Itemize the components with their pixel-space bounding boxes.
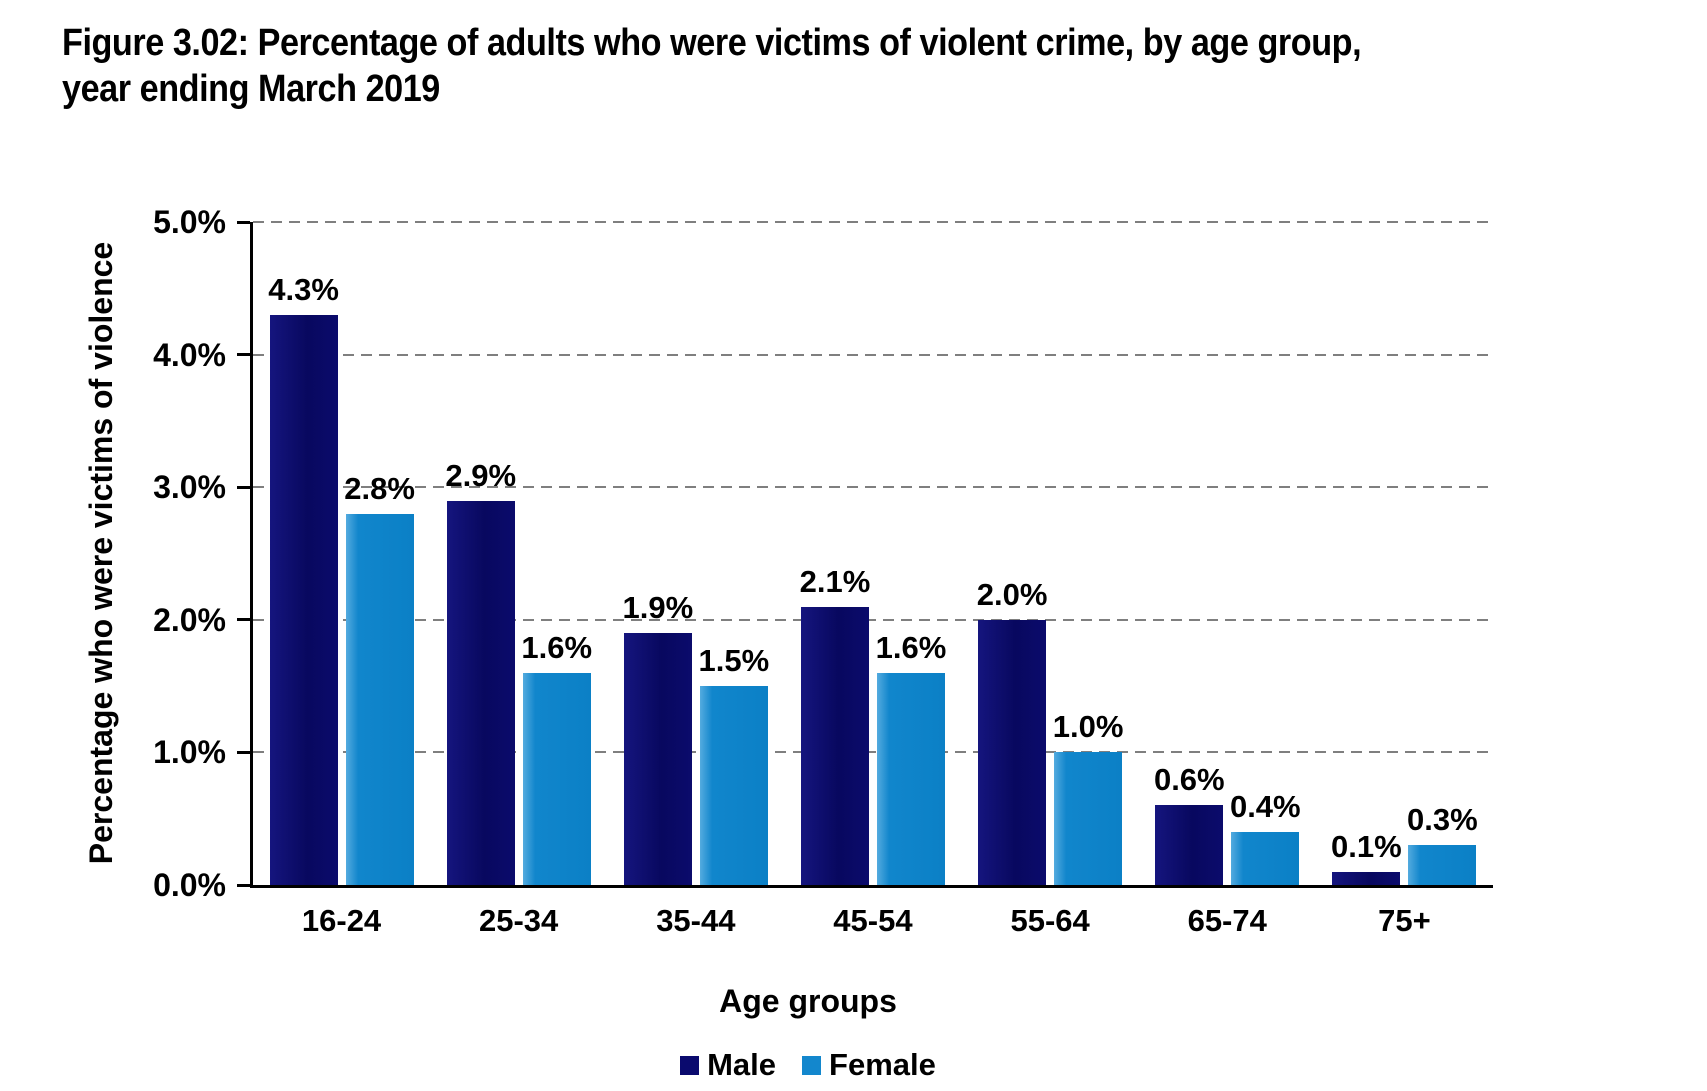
bar-label-female-55-64: 1.0% [1052,709,1124,745]
y-tick-mark-4 [237,353,250,357]
y-tick-label-2.0%: 2.0% [153,601,226,638]
y-tick-label-4.0%: 4.0% [153,336,226,373]
y-axis-title: Percentage who were victims of violence [83,241,119,865]
bar-label-female-75+: 0.3% [1407,802,1478,838]
bar-label-male-25-34: 2.9% [445,457,517,493]
bar-female-65-74 [1231,832,1300,885]
bar-male-45-54 [801,606,869,885]
legend-item-female: Female [802,1048,936,1082]
bar-label-male-65-74: 0.6% [1153,762,1225,798]
chart-title-line2: year ending March 2019 [62,68,440,110]
y-tick-label-1.0%: 1.0% [153,734,226,771]
x-tick-label-25-34: 25-34 [478,903,559,938]
bar-label-male-75+: 0.1% [1331,828,1402,864]
bar-label-male-35-44: 1.9% [622,590,694,626]
gridline-5 [253,221,1493,223]
x-labels-layer: 16-24 25-34 35-44 45-54 55-64 65-74 75+ [253,222,1493,938]
bar-label-male-55-64: 2.0% [976,576,1048,612]
y-tick-label-5.0%: 5.0% [153,204,226,240]
bar-male-16-24 [269,314,338,885]
legend-swatch-female [802,1055,822,1075]
x-tick-label-65-74: 65-74 [1187,903,1267,938]
bar-label-female-45-54: 1.6% [875,629,947,665]
bar-female-25-34 [522,672,591,885]
x-tick-label-35-44: 35-44 [656,903,736,938]
bar-label-female-65-74: 0.4% [1229,789,1301,824]
gridline-3 [253,486,1493,489]
bar-label-male-16-24: 4.3% [268,271,339,307]
x-axis-title: Age groups [719,983,897,1019]
gridline-2 [253,618,1493,621]
bar-label-male-45-54: 2.1% [799,563,871,599]
gridlines-layer [253,221,1493,885]
chart-title-line1: Figure 3.02: Percentage of adults who we… [62,22,1362,64]
bar-male-35-44 [623,633,692,885]
x-tick-label-75+: 75+ [1378,903,1431,938]
plot-area: 0.0% 1.0% 2.0% 3.0% 4.0% 5.0% 4.3% 2.8% 2.9% 1.6… [153,204,1493,938]
y-tick-mark-2 [237,618,250,622]
gridline-4 [253,353,1493,356]
y-tick-label-0.0%: 0.0% [153,867,226,903]
gridline-1 [253,751,1493,754]
bar-female-16-24 [345,513,414,885]
bar-female-45-54 [877,672,945,885]
y-tick-mark-1 [237,750,250,754]
bar-male-25-34 [446,500,515,885]
bar-female-55-64 [1054,752,1123,885]
x-tick-label-16-24: 16-24 [301,903,382,938]
bar-female-35-44 [699,686,768,885]
y-tick-mark-0 [237,883,250,887]
y-axis-layer: 0.0% 1.0% 2.0% 3.0% 4.0% 5.0% [153,204,1493,903]
legend-item-male: Male [680,1048,776,1082]
x-tick-label-45-54: 45-54 [833,903,913,938]
bar-male-55-64 [978,619,1047,885]
bar-male-65-74 [1155,805,1224,885]
legend: Male Female [0,1048,1616,1082]
y-tick-label-3.0%: 3.0% [153,469,226,506]
y-tick-mark-3 [237,485,250,489]
legend-label-female: Female [829,1047,936,1082]
bar-male-75+ [1332,871,1401,885]
chart-title: Figure 3.02: Percentage of adults who we… [62,20,1362,112]
y-tick-mark-5 [237,220,250,224]
bar-label-female-16-24: 2.8% [344,470,415,506]
bar-female-75+ [1408,845,1477,885]
x-tick-label-55-64: 55-64 [1010,903,1090,938]
legend-swatch-male [680,1055,700,1075]
bar-label-female-25-34: 1.6% [521,629,593,665]
legend-label-male: Male [707,1047,777,1082]
bars-layer: 4.3% 2.8% 2.9% 1.6% 1.9% 1.5% 2.1% 1.6% 2.0% 1.0%… [253,222,1493,885]
bar-label-female-35-44: 1.5% [698,643,770,679]
